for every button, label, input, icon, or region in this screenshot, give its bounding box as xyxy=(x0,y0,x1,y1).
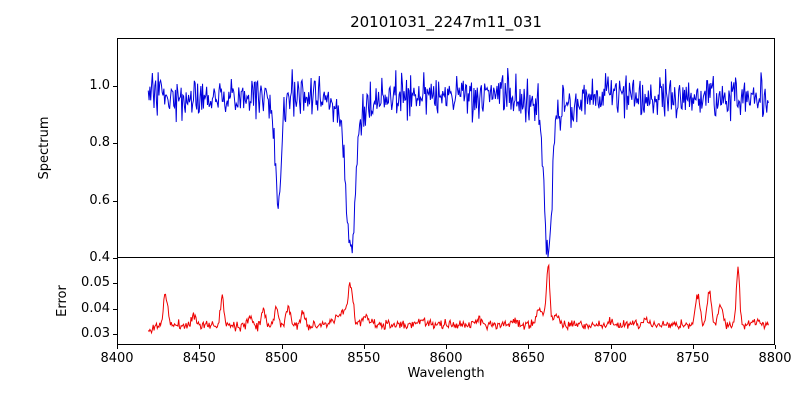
x-tick-label: 8800 xyxy=(758,351,792,366)
chart-title: 20101031_2247m11_031 xyxy=(350,13,542,31)
spectrum-panel xyxy=(117,38,775,258)
y-tick xyxy=(113,143,117,145)
y-axis-label-error: Error xyxy=(55,285,70,317)
x-axis-label: Wavelength xyxy=(407,366,485,381)
x-tick xyxy=(117,345,118,349)
x-tick-label: 8450 xyxy=(182,351,216,366)
y-tick xyxy=(113,200,117,202)
x-tick-label: 8700 xyxy=(593,351,628,366)
x-tick-label: 8600 xyxy=(429,351,463,366)
y-tick-label: 0.8 xyxy=(89,135,110,151)
error-panel xyxy=(117,258,775,345)
y-tick xyxy=(113,334,117,336)
y-axis-label-spectrum: Spectrum xyxy=(37,116,52,180)
x-tick xyxy=(610,345,612,349)
y-tick xyxy=(113,308,117,310)
y-tick-label: 0.4 xyxy=(89,250,110,265)
x-tick-label: 8650 xyxy=(511,351,545,366)
y-tick-label: 0.05 xyxy=(81,275,110,290)
x-tick xyxy=(528,345,530,349)
x-tick xyxy=(281,345,283,349)
x-tick-label: 8500 xyxy=(264,351,299,366)
x-tick xyxy=(692,345,694,349)
y-tick xyxy=(113,283,117,284)
x-tick-label: 8750 xyxy=(676,351,710,366)
x-tick xyxy=(775,345,776,349)
y-tick-label: 0.03 xyxy=(81,326,110,342)
y-tick-label: 1.0 xyxy=(89,77,110,93)
x-tick-label: 8400 xyxy=(100,351,134,366)
y-tick xyxy=(113,85,117,87)
x-tick-label: 8550 xyxy=(347,351,381,366)
y-tick xyxy=(113,258,117,259)
y-tick-label: 0.6 xyxy=(89,192,110,208)
x-tick xyxy=(363,345,365,349)
y-tick-label: 0.04 xyxy=(81,300,110,316)
x-tick xyxy=(446,345,447,349)
x-tick xyxy=(199,345,201,349)
